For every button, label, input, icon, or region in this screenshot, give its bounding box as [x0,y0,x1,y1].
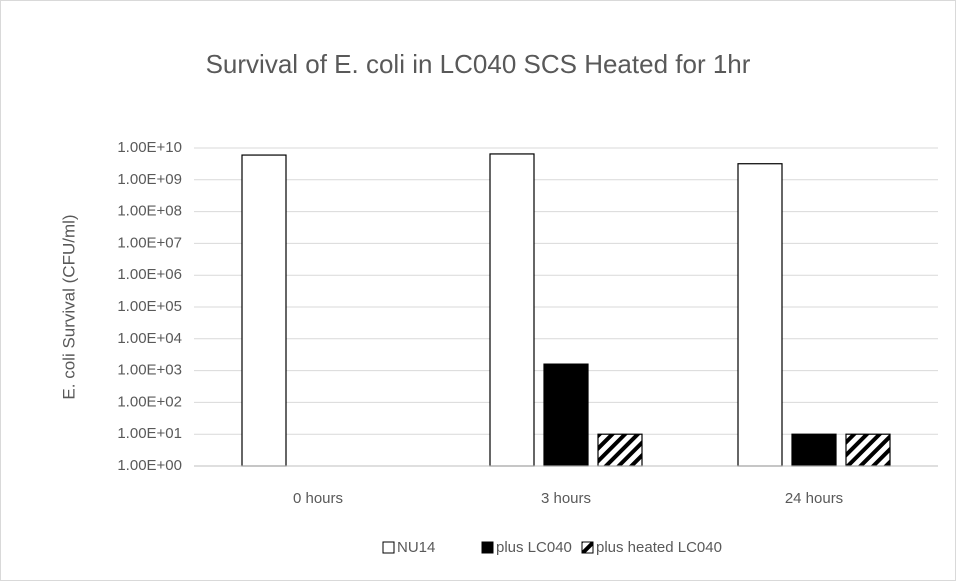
bar [597,433,643,467]
y-tick-label: 1.00E+00 [117,457,182,474]
legend-label: plus LC040 [496,539,572,556]
x-tick-label: 24 hours [785,490,843,507]
y-tick-label: 1.00E+01 [117,425,182,442]
x-tick-label: 3 hours [541,490,591,507]
bar [791,433,837,467]
y-tick-label: 1.00E+05 [117,298,182,315]
legend-label: NU14 [397,539,435,556]
y-axis-label: E. coli Survival (CFU/ml) [59,214,78,399]
legend-swatch [481,541,494,554]
y-tick-label: 1.00E+02 [117,393,182,410]
x-tick-label: 0 hours [293,490,343,507]
bar [489,153,535,467]
bar [737,163,783,467]
bar [845,433,891,467]
y-tick-label: 1.00E+04 [117,330,182,347]
legend-label: plus heated LC040 [596,539,722,556]
bar [241,154,287,467]
y-tick-label: 1.00E+03 [117,362,182,379]
y-tick-label: 1.00E+09 [117,171,182,188]
y-tick-label: 1.00E+06 [117,266,182,283]
chart-title: Survival of E. coli in LC040 SCS Heated … [206,49,751,79]
legend-swatch [581,541,594,554]
y-tick-label: 1.00E+07 [117,234,182,251]
bar [543,363,589,467]
y-tick-label: 1.00E+10 [117,139,182,156]
y-tick-label: 1.00E+08 [117,203,182,220]
legend-swatch [382,541,395,554]
